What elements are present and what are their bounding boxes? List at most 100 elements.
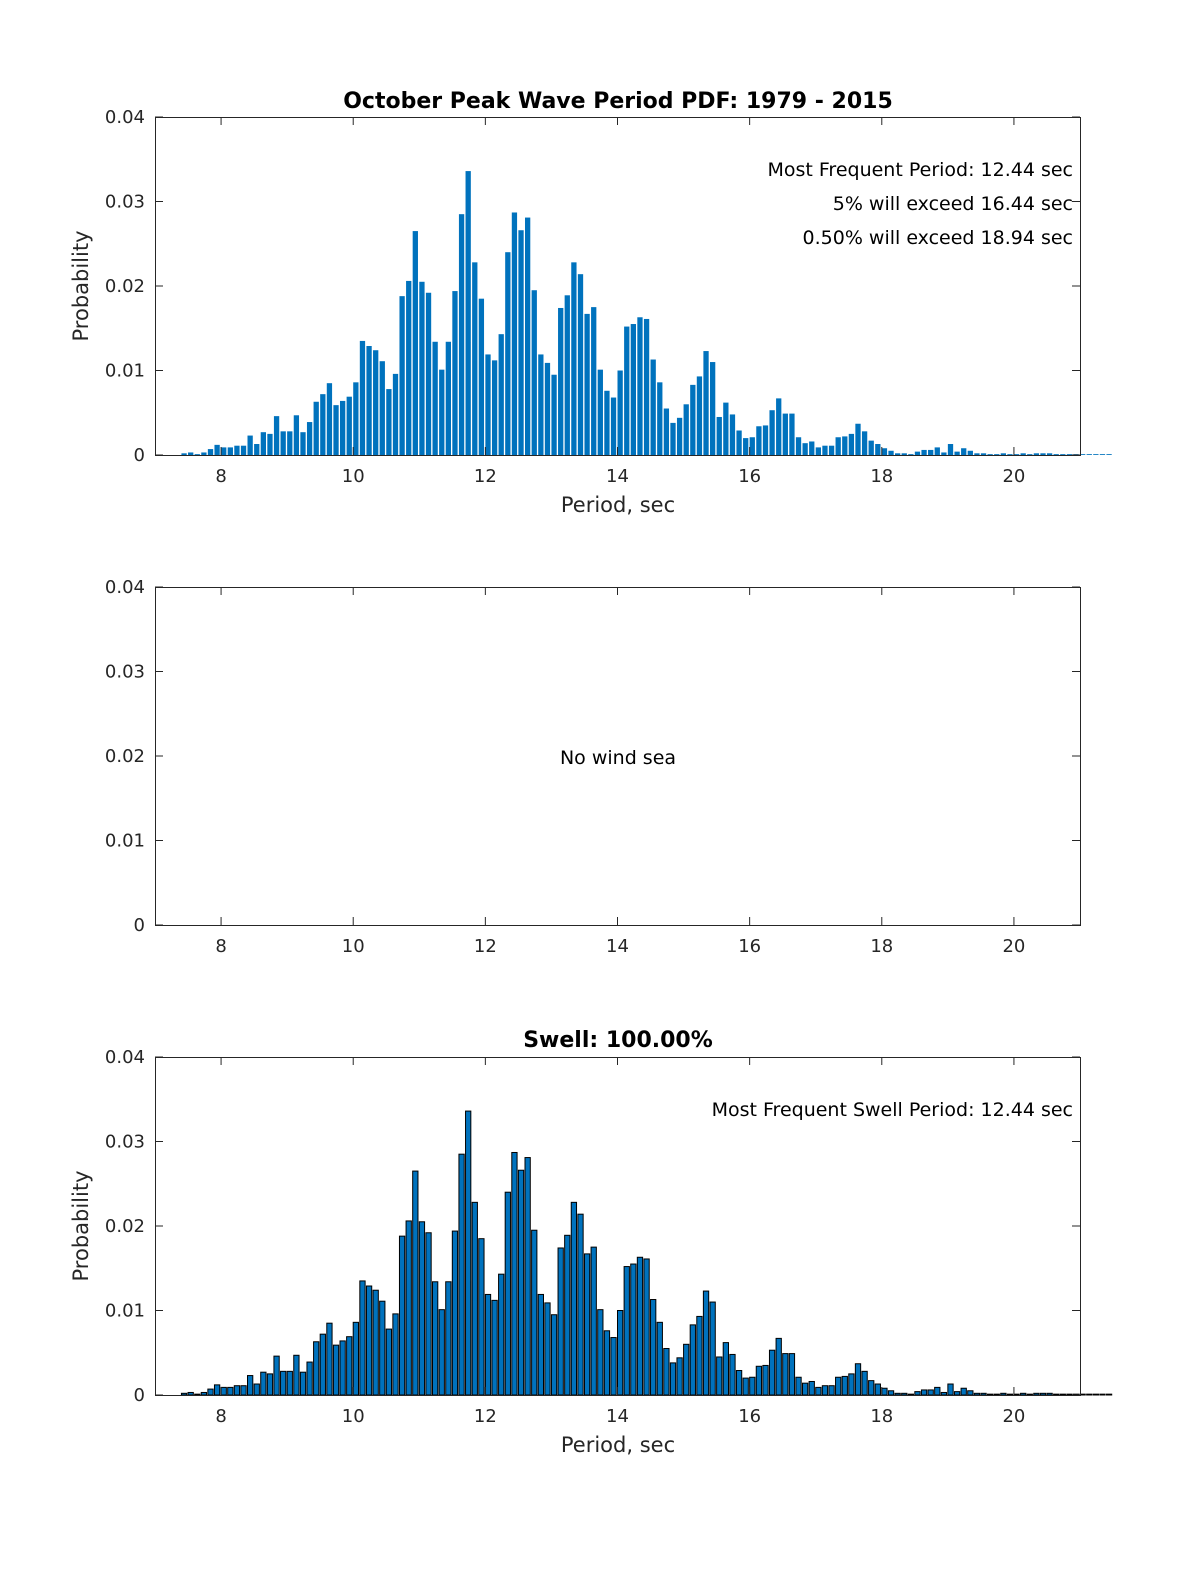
- y-tick-label-1-1: 0.01: [105, 361, 145, 382]
- bar-1-130: [1040, 453, 1046, 455]
- bar-1-27: [359, 340, 366, 455]
- bar-1-91: [782, 413, 788, 455]
- bar-3-123: [993, 1393, 1000, 1396]
- bar-3-127: [1020, 1392, 1027, 1396]
- bar-1-4: [207, 449, 214, 455]
- bar-1-115: [941, 452, 947, 455]
- bar-1-114: [934, 447, 940, 455]
- bar-3-73: [663, 1348, 670, 1396]
- bar-3-71: [650, 1299, 657, 1396]
- bar-3-13: [266, 1373, 274, 1396]
- y-tick-label-2-0: 0: [134, 915, 145, 936]
- bar-1-2: [194, 454, 200, 455]
- bar-3-26: [352, 1321, 360, 1396]
- bar-1-40: [445, 341, 451, 455]
- bar-3-58: [564, 1234, 571, 1396]
- panel-1-annotation-most-frequent: Most Frequent Period: 12.44 sec: [767, 159, 1073, 181]
- bar-3-76: [683, 1343, 690, 1396]
- bar-1-110: [908, 454, 914, 455]
- bar-3-85: [742, 1377, 749, 1396]
- x-tick-label-2-12: 12: [474, 936, 497, 957]
- bar-3-1: [187, 1391, 194, 1396]
- bar-1-55: [544, 362, 551, 455]
- bar-3-110: [907, 1393, 915, 1396]
- bar-3-83: [729, 1353, 736, 1396]
- bar-3-67: [623, 1266, 630, 1396]
- bar-3-48: [498, 1273, 505, 1396]
- bar-1-82: [723, 402, 729, 455]
- bar-3-133: [1059, 1393, 1066, 1396]
- bar-3-57: [557, 1247, 564, 1396]
- bar-3-28: [365, 1285, 373, 1396]
- bar-3-117: [953, 1391, 961, 1396]
- bar-1-140: [1106, 454, 1112, 455]
- bar-1-138: [1093, 454, 1099, 455]
- bar-1-117: [954, 451, 960, 455]
- bar-1-127: [1020, 453, 1026, 455]
- bar-3-94: [802, 1382, 809, 1396]
- x-tick-label-2-18: 18: [870, 936, 893, 957]
- x-tick-label-1-12: 12: [474, 466, 497, 487]
- panel-1-ylabel: Probability: [69, 230, 93, 341]
- bar-1-25: [346, 396, 352, 455]
- bar-3-64: [603, 1330, 611, 1396]
- bar-3-81: [716, 1356, 723, 1396]
- bar-1-83: [729, 414, 736, 455]
- bar-3-129: [1033, 1392, 1040, 1396]
- bar-3-139: [1099, 1393, 1106, 1396]
- bar-1-89: [769, 410, 775, 455]
- bar-3-66: [617, 1310, 624, 1396]
- bar-3-32: [392, 1313, 399, 1396]
- bar-3-84: [735, 1370, 743, 1396]
- bar-3-98: [828, 1385, 835, 1396]
- bar-1-1: [188, 452, 194, 455]
- bar-1-35: [412, 231, 418, 455]
- bar-3-29: [372, 1289, 379, 1396]
- x-tick-label-2-14: 14: [606, 936, 629, 957]
- bar-1-105: [875, 444, 881, 455]
- x-tick-label-3-8: 8: [215, 1406, 226, 1427]
- bar-1-139: [1099, 454, 1106, 455]
- bar-1-120: [974, 453, 980, 455]
- bar-3-122: [987, 1393, 994, 1396]
- panel-2-plot: 8 10 12 14 16 18 20 0 0.01 0.02 0.03 0.04: [105, 577, 1081, 957]
- bar-1-132: [1053, 454, 1059, 455]
- bar-1-14: [273, 416, 280, 455]
- bar-1-59: [571, 262, 577, 455]
- panel-peak-period: October Peak Wave Period PDF: 1979 - 201…: [69, 89, 1112, 517]
- bar-3-74: [669, 1362, 677, 1396]
- bar-3-51: [517, 1169, 525, 1396]
- bar-1-58: [564, 295, 570, 455]
- bar-1-18: [300, 432, 306, 455]
- x-tick-label-1-14: 14: [606, 466, 629, 487]
- bar-3-106: [881, 1387, 888, 1396]
- bar-3-111: [914, 1391, 921, 1396]
- panel-3-title: Swell: 100.00%: [523, 1028, 713, 1053]
- bar-1-129: [1033, 453, 1040, 455]
- bar-3-91: [782, 1353, 789, 1396]
- panel-3-annotation-most-frequent-swell: Most Frequent Swell Period: 12.44 sec: [712, 1099, 1073, 1121]
- bar-3-109: [901, 1392, 908, 1396]
- bar-1-56: [551, 374, 557, 455]
- panel-1-xlabel: Period, sec: [561, 493, 675, 517]
- bar-1-24: [340, 400, 346, 455]
- bar-3-21: [319, 1333, 326, 1396]
- bar-3-40: [445, 1281, 452, 1396]
- bar-1-0: [181, 453, 187, 455]
- x-tick-label-3-18: 18: [870, 1406, 893, 1427]
- bar-1-61: [584, 313, 590, 455]
- bar-3-52: [524, 1157, 531, 1396]
- bar-1-112: [921, 449, 927, 455]
- bar-1-46: [485, 354, 491, 455]
- x-tick-label-3-20: 20: [1002, 1406, 1025, 1427]
- bar-1-32: [392, 373, 399, 455]
- bar-3-87: [755, 1365, 763, 1396]
- bar-1-38: [432, 341, 438, 455]
- bar-3-131: [1046, 1392, 1053, 1396]
- y-tick-label-2-3: 0.03: [105, 662, 145, 683]
- bar-3-93: [795, 1376, 802, 1396]
- y-tick-label-3-4: 0.04: [105, 1047, 145, 1068]
- bar-1-93: [795, 437, 802, 455]
- bar-3-103: [861, 1370, 868, 1396]
